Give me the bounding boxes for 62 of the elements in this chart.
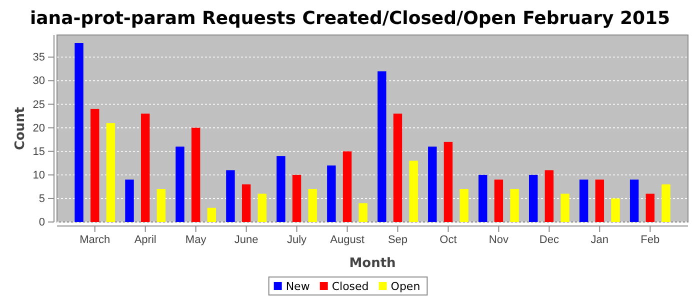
bar xyxy=(106,123,116,222)
bar xyxy=(662,184,670,222)
x-tick-label: March xyxy=(80,234,110,246)
bar xyxy=(409,160,418,222)
y-tick-label: 20 xyxy=(32,122,45,134)
bar xyxy=(646,194,654,222)
bar xyxy=(74,43,84,222)
bar xyxy=(327,165,336,222)
bar xyxy=(544,170,554,222)
x-tick-label: Sep xyxy=(388,234,408,246)
bar xyxy=(611,198,620,222)
x-tick-label: April xyxy=(134,234,156,246)
bar xyxy=(140,114,150,222)
bar xyxy=(595,180,604,222)
bar xyxy=(528,174,538,222)
x-tick-label: July xyxy=(287,234,308,246)
y-tick-label: 25 xyxy=(32,98,45,111)
bar xyxy=(494,180,504,222)
x-tick-label: Jan xyxy=(590,234,609,246)
x-tick-label: May xyxy=(185,234,207,246)
bar xyxy=(125,180,134,222)
x-axis-title: Month xyxy=(349,256,396,271)
x-tick-label: Oct xyxy=(440,234,457,246)
bar xyxy=(358,203,368,222)
x-tick-label: June xyxy=(234,234,258,246)
bar xyxy=(579,180,588,222)
x-tick-label: Dec xyxy=(539,234,560,246)
bar xyxy=(242,184,251,222)
bar xyxy=(460,189,468,222)
bar xyxy=(630,180,639,222)
y-tick-label: 35 xyxy=(32,52,45,64)
y-axis-title: Count xyxy=(13,106,28,150)
bar xyxy=(308,189,317,222)
legend-label: New xyxy=(286,280,310,293)
bar xyxy=(560,194,570,222)
bar xyxy=(176,146,184,222)
bar xyxy=(207,208,216,222)
x-tick-label: Feb xyxy=(640,234,660,246)
bar xyxy=(378,71,386,222)
y-tick-label: 30 xyxy=(32,75,45,88)
bar xyxy=(393,114,402,222)
bar xyxy=(292,174,302,222)
bar xyxy=(342,151,352,222)
y-tick-label: 5 xyxy=(38,192,45,205)
legend-label: Closed xyxy=(332,280,369,293)
y-tick-label: 0 xyxy=(38,216,45,229)
bar xyxy=(276,156,286,222)
bar xyxy=(444,142,453,222)
bar xyxy=(478,174,488,222)
y-tick-label: 15 xyxy=(32,146,45,158)
chart-title: iana-prot-param Requests Created/Closed/Open February 2015 xyxy=(30,8,670,29)
y-tick-label: 10 xyxy=(32,169,45,182)
bar xyxy=(510,189,519,222)
bar xyxy=(90,108,100,222)
bar xyxy=(156,189,166,222)
legend-label: Open xyxy=(390,280,420,293)
x-tick-label: August xyxy=(330,234,364,246)
bar xyxy=(191,128,200,222)
x-tick-label: Nov xyxy=(488,234,509,246)
bar xyxy=(428,146,437,222)
bar xyxy=(226,170,235,222)
bar xyxy=(258,194,266,222)
